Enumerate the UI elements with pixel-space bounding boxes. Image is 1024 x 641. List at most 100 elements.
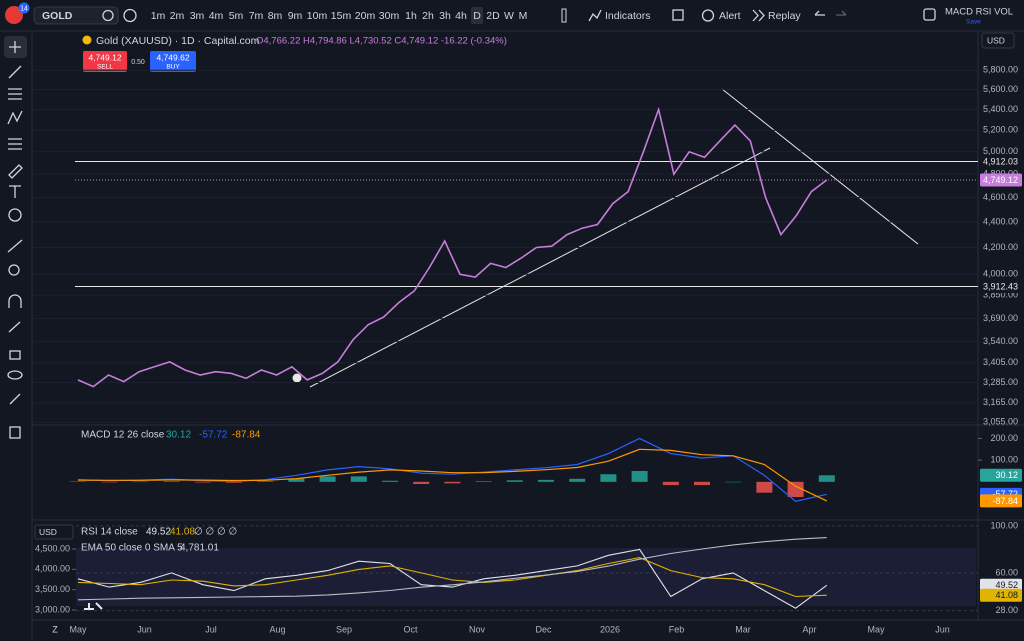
last-price-label: 4,749.12 xyxy=(983,175,1018,185)
event-marker[interactable] xyxy=(292,373,302,383)
y-tick-label: 5,400.00 xyxy=(983,104,1018,114)
layout-name[interactable]: MACD RSI VOL xyxy=(945,7,1013,18)
falling-trendline[interactable] xyxy=(721,88,919,245)
legend-value: 41.08 xyxy=(170,527,195,538)
timeframe[interactable]: 8m xyxy=(268,10,283,22)
timeframe[interactable]: 10m xyxy=(307,10,328,22)
time-axis-label: Dec xyxy=(535,624,552,634)
timeframe[interactable]: M xyxy=(519,10,528,22)
timeframe[interactable]: 4m xyxy=(209,10,224,22)
time-axis-label: Apr xyxy=(802,624,816,634)
rising-trendline[interactable] xyxy=(309,147,771,388)
sell-label: SELL xyxy=(97,64,113,71)
last-price-label-bg xyxy=(980,173,1022,187)
timeframe[interactable]: 7m xyxy=(249,10,264,22)
legend-value: -87.84 xyxy=(232,430,261,441)
timeframe[interactable]: D xyxy=(473,10,481,22)
replay-button[interactable]: Replay xyxy=(768,10,801,22)
pattern-tool[interactable] xyxy=(7,110,23,125)
rsi-line xyxy=(77,548,828,609)
timeframe[interactable]: 1m xyxy=(151,10,166,22)
y-tick-label: 3,405.00 xyxy=(983,357,1018,367)
avatar[interactable] xyxy=(5,6,23,24)
timeframe[interactable]: 2D xyxy=(486,10,500,22)
stay-drawing-tool[interactable] xyxy=(8,321,21,333)
text-tool[interactable] xyxy=(9,185,21,198)
y2-tick-label: 4,500.00 xyxy=(35,543,70,553)
histogram-bar xyxy=(600,474,617,482)
prediction-tool[interactable] xyxy=(8,138,22,150)
timeframe[interactable]: W xyxy=(504,10,514,22)
fib-tool[interactable] xyxy=(8,88,22,100)
indicators-button[interactable]: Indicators xyxy=(605,10,651,22)
last-value-label-bg xyxy=(980,578,1022,592)
timezone-button[interactable]: Z xyxy=(52,624,58,634)
layout-checkbox[interactable] xyxy=(923,8,936,21)
overlay-currency: USD xyxy=(39,527,57,537)
timeframe[interactable]: 1h xyxy=(405,10,417,22)
undo[interactable] xyxy=(814,10,825,16)
time-axis-label: Oct xyxy=(403,624,418,634)
symbol-search[interactable] xyxy=(33,6,119,25)
badge-count: 14 xyxy=(20,5,28,12)
y-tick-label: 5,000.00 xyxy=(983,146,1018,156)
alert-button[interactable]: Alert xyxy=(719,10,741,22)
time-axis-label: May xyxy=(867,624,885,634)
measure-tool[interactable] xyxy=(7,239,23,253)
overlay-currency-box[interactable] xyxy=(34,524,74,540)
currency: USD xyxy=(987,35,1005,45)
redo[interactable] xyxy=(836,10,847,16)
buy-button[interactable] xyxy=(150,51,196,72)
histogram-bar xyxy=(382,480,398,482)
timeframe[interactable]: 3m xyxy=(190,10,205,22)
chart-type-icon[interactable] xyxy=(561,8,567,23)
time-axis-label: Mar xyxy=(735,624,751,634)
timeframe[interactable]: 3h xyxy=(439,10,451,22)
histogram-bar xyxy=(538,479,554,482)
timeframe-active-bg xyxy=(471,7,483,24)
time-axis-label: Jun xyxy=(935,624,950,634)
y-tick-label: 3,165.00 xyxy=(983,397,1018,407)
y-tick-label: 60.00 xyxy=(995,567,1018,577)
zoom-tool[interactable] xyxy=(8,264,20,276)
y-tick-label: 3,690.00 xyxy=(983,313,1018,323)
last-value-label: 30.12 xyxy=(995,470,1018,480)
trendline-tool[interactable] xyxy=(8,65,22,79)
sell-button[interactable] xyxy=(83,51,127,72)
y-tick-label: 3,285.00 xyxy=(983,377,1018,387)
symbol-icon xyxy=(102,9,114,22)
timeframe[interactable]: 30m xyxy=(379,10,400,22)
magnet-tool[interactable] xyxy=(8,294,22,308)
alert-icon xyxy=(701,9,715,22)
histogram-bar xyxy=(662,481,679,486)
y2-tick-label: 4,000.00 xyxy=(35,564,70,574)
link-tool[interactable] xyxy=(9,393,21,405)
last-value-label-bg xyxy=(980,468,1022,482)
timeframe[interactable]: 20m xyxy=(355,10,376,22)
y-tick-label: 5,800.00 xyxy=(983,65,1018,75)
y-tick-label: 3,850.00 xyxy=(983,290,1018,300)
histogram-bar xyxy=(569,478,586,482)
time-axis-label: Aug xyxy=(269,624,285,634)
layouts-icon[interactable] xyxy=(672,9,684,21)
timeframe[interactable]: 2m xyxy=(170,10,185,22)
histogram-bar xyxy=(101,481,118,483)
lock-tool[interactable] xyxy=(9,350,21,360)
buy-label: BUY xyxy=(166,64,180,71)
symbol: GOLD xyxy=(42,10,73,22)
emoji-tool[interactable] xyxy=(8,208,22,222)
timeframe[interactable]: 9m xyxy=(288,10,303,22)
hide-tool[interactable] xyxy=(7,370,23,380)
add-symbol[interactable] xyxy=(123,8,137,23)
timeframe[interactable]: 15m xyxy=(331,10,352,22)
ema-line xyxy=(77,537,827,601)
timeframe[interactable]: 4h xyxy=(455,10,467,22)
timeframe[interactable]: 2h xyxy=(422,10,434,22)
delete-tool[interactable] xyxy=(9,426,21,439)
legend-value: -57.72 xyxy=(199,430,228,441)
save-label[interactable]: Save xyxy=(966,19,981,26)
timeframe[interactable]: 5m xyxy=(229,10,244,22)
currency-box[interactable] xyxy=(981,32,1015,49)
crosshair-tool[interactable] xyxy=(9,41,21,53)
brush-tool[interactable] xyxy=(8,164,23,179)
